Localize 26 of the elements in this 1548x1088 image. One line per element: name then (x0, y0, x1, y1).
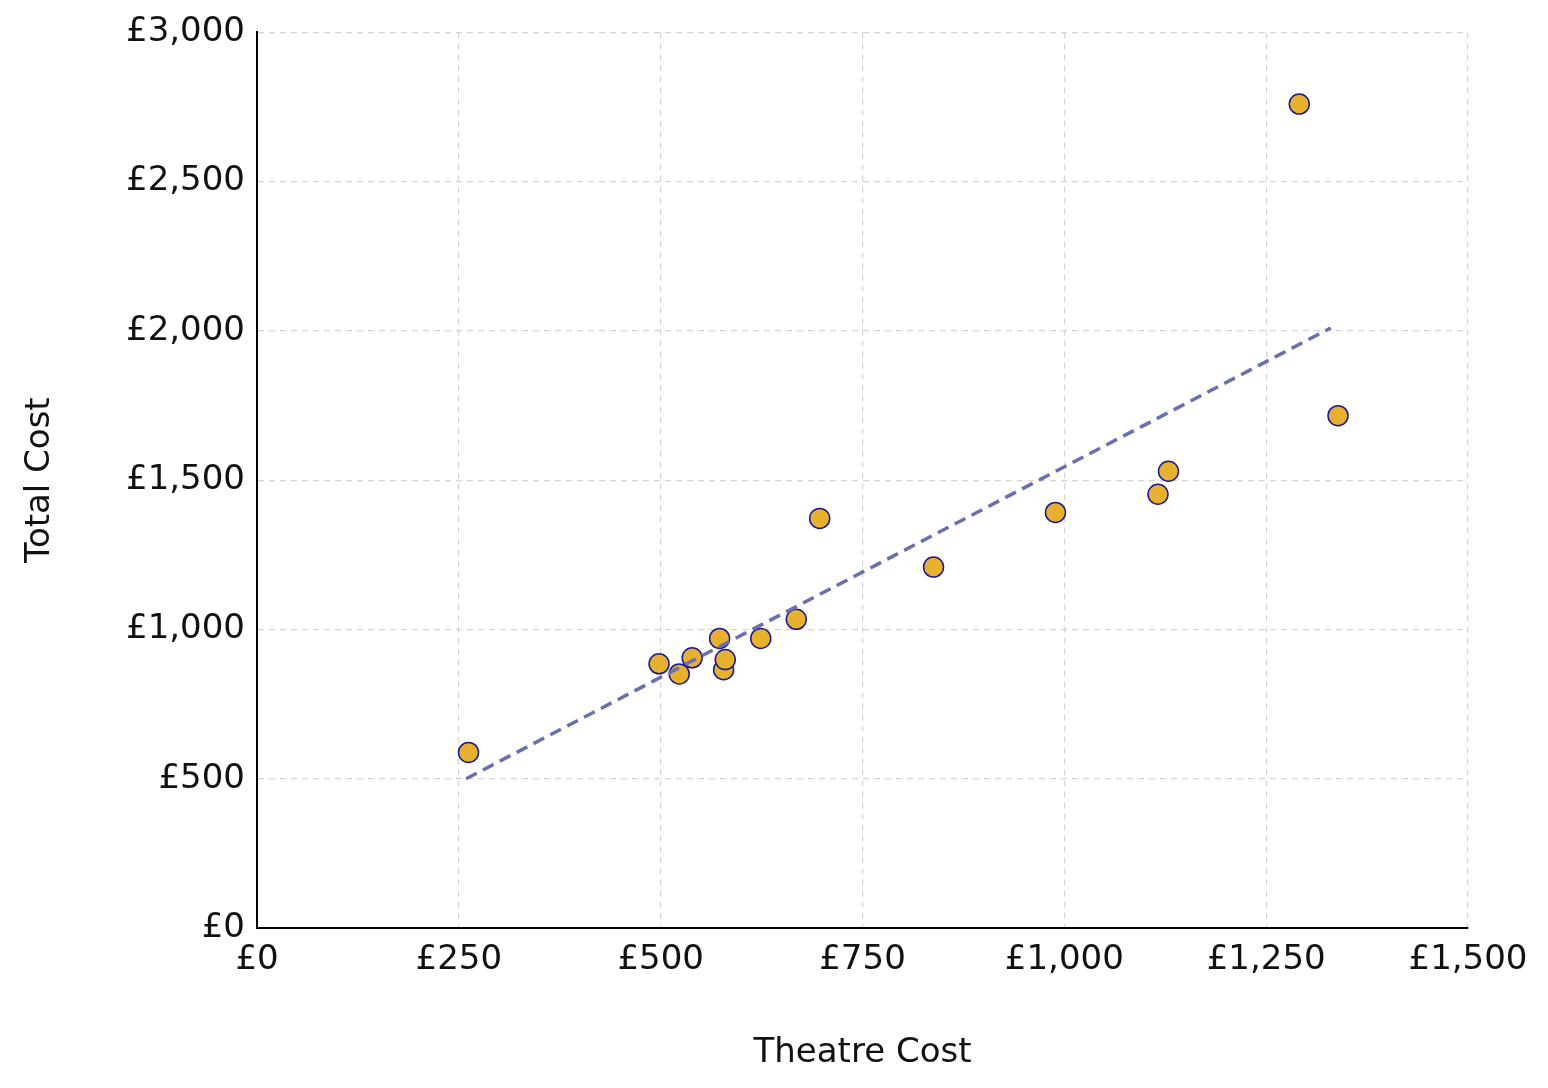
point (457, 741, 480, 764)
point (1327, 404, 1349, 427)
y-tick-label: £3,000 (126, 9, 245, 50)
y-tick-label: £2,000 (126, 307, 245, 348)
y-tick-label: £1,000 (126, 606, 245, 647)
point (714, 648, 736, 671)
x-tick-label: £1,000 (1004, 937, 1124, 978)
x-tick-label: £750 (819, 937, 906, 978)
point (750, 627, 772, 650)
point (785, 608, 808, 631)
point (808, 507, 831, 530)
x-tick-label: £250 (415, 937, 503, 978)
x-tick-label: £500 (617, 937, 704, 978)
y-tick-label: £1,500 (126, 457, 245, 498)
point (1147, 483, 1169, 505)
point (922, 556, 945, 578)
x-tick-label: £1,500 (1408, 937, 1528, 978)
y-tick-label: £500 (158, 755, 245, 796)
point (1044, 501, 1067, 524)
y-tick-label: £2,500 (126, 158, 245, 199)
point (1157, 460, 1180, 482)
y-axis-title: Total Cost (17, 397, 58, 565)
x-axis-title: Theatre Cost (752, 1030, 972, 1071)
point (648, 653, 670, 675)
x-tick-label: £1,250 (1206, 937, 1326, 978)
point (1288, 93, 1311, 115)
